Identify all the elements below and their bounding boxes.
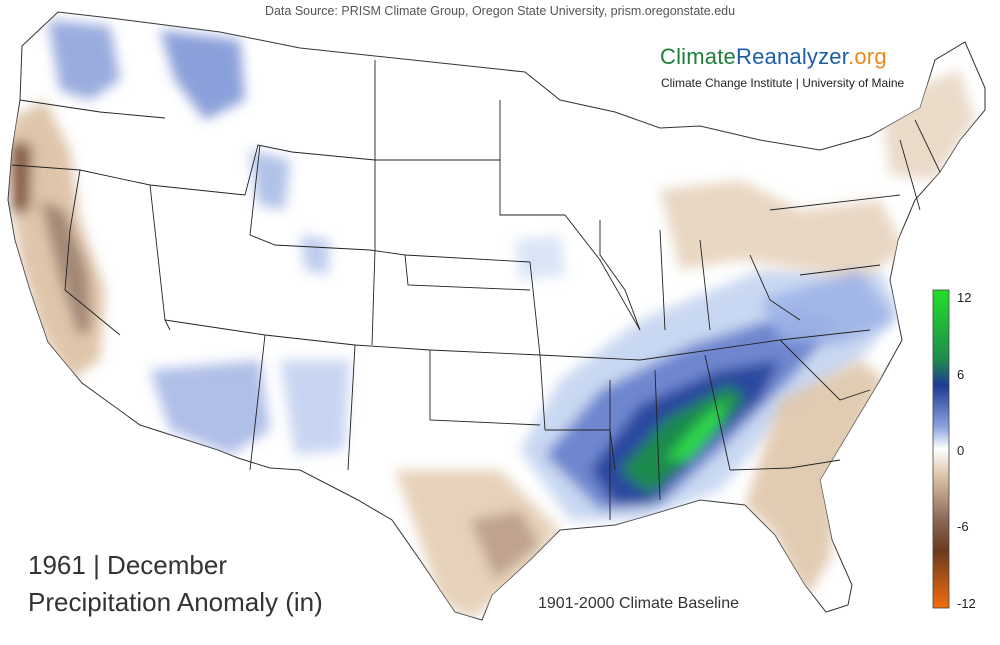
- colorbar-tick-label: -6: [957, 519, 969, 534]
- colorbar-tick-label: -12: [957, 596, 976, 611]
- colorbar-tick-label: 6: [957, 367, 965, 382]
- brand-part-reanalyzer: Reanalyzer: [735, 44, 849, 69]
- brand-part-org: .org: [848, 44, 887, 69]
- idaho-montana-wet: [160, 30, 245, 120]
- colorbar: [932, 289, 950, 609]
- brand-subtitle: Climate Change Institute | University of…: [661, 76, 905, 90]
- pacific-northwest-wet: [48, 20, 120, 100]
- southeast-coast-dry: [745, 360, 885, 600]
- brand-logo[interactable]: ClimateReanalyzer.org: [660, 44, 887, 70]
- wyoming-wet: [250, 150, 290, 210]
- colorado-wet: [300, 235, 330, 275]
- great-lakes-dry: [660, 180, 905, 280]
- map-year-month: 1961 | December: [28, 550, 227, 580]
- new-mexico-wet: [280, 360, 350, 455]
- map-title: Precipitation Anomaly (in): [28, 587, 323, 617]
- texas-dry: [395, 470, 560, 620]
- state-boundaries: [11, 60, 941, 520]
- data-source-credit: Data Source: PRISM Climate Group, Oregon…: [264, 4, 736, 18]
- baseline-label: 1901-2000 Climate Baseline: [538, 595, 740, 612]
- arizona-wet: [150, 360, 270, 455]
- midwest-wet-patch: [515, 235, 565, 280]
- brand-part-climate: Climate: [660, 44, 736, 69]
- appalachian-wet: [760, 270, 895, 345]
- colorbar-tick-label: 12: [957, 290, 972, 305]
- anomaly-field: [8, 20, 975, 620]
- southeast-wettest-core: [665, 398, 728, 460]
- texas-dry-core: [470, 510, 540, 580]
- colorbar-tick-label: 0: [957, 443, 965, 458]
- north-coast-dry: [10, 140, 32, 215]
